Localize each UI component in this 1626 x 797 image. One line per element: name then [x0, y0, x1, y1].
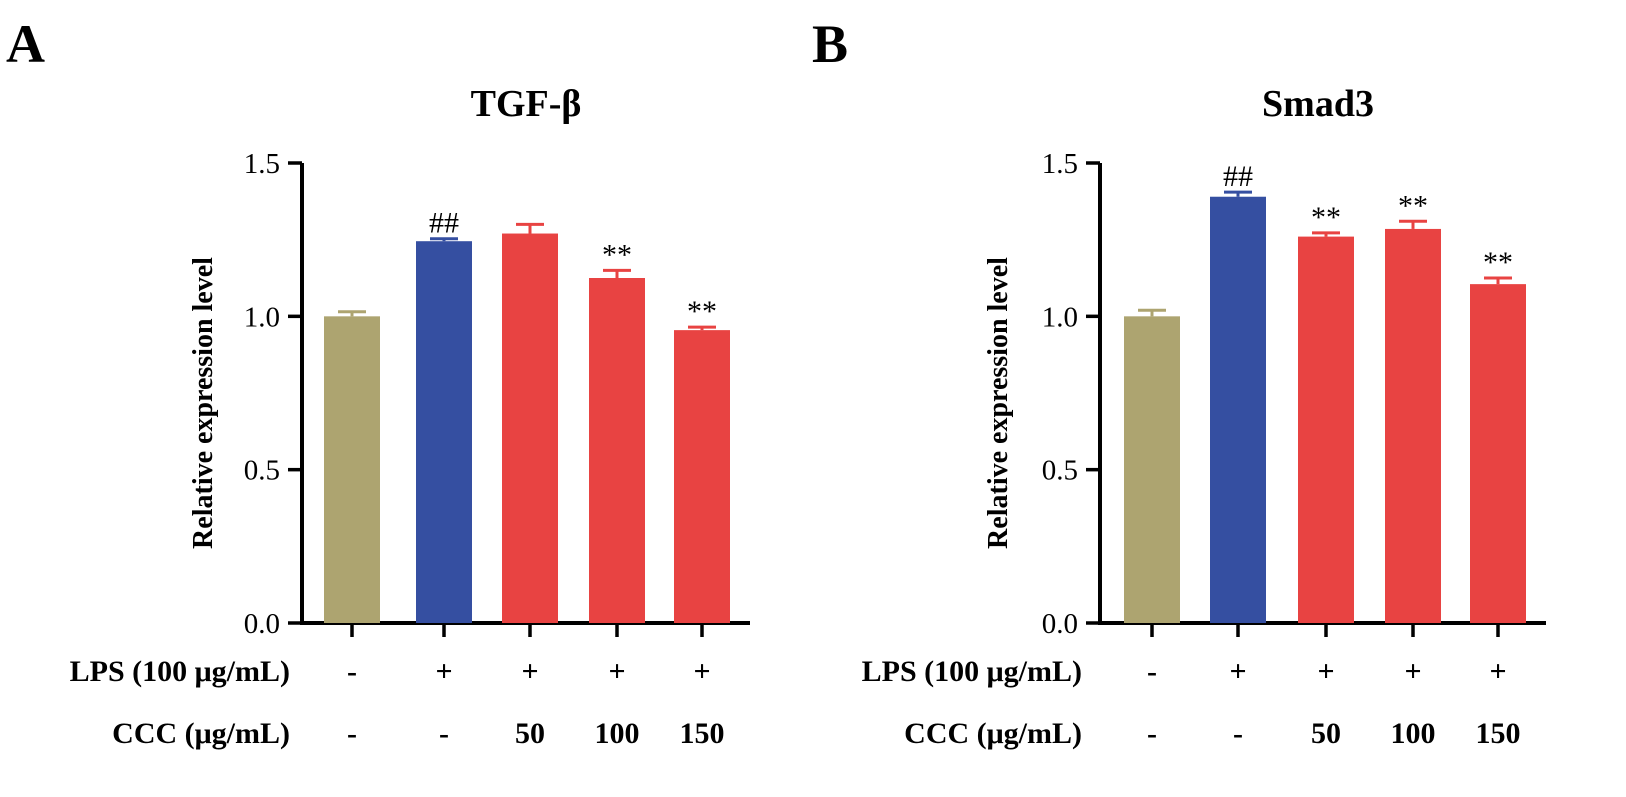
significance-label: **	[687, 295, 717, 328]
condition-value: +	[1489, 655, 1506, 688]
condition-value: 100	[595, 717, 640, 750]
bar	[416, 241, 472, 623]
y-axis-title: Relative expression level	[188, 257, 219, 549]
bar	[324, 316, 380, 623]
panel-a: A TGF-β 0.0 0.5 1.0 1.5 Relative expression …	[6, 14, 750, 750]
panel-b: B Smad3 0.0 0.5 1.0 1.5 Relative expression …	[812, 14, 1546, 750]
y-tick-label: 1.0	[1042, 301, 1078, 333]
bar	[1124, 316, 1180, 623]
condition-value: 50	[515, 717, 545, 750]
y-axis-title: Relative expression level	[983, 257, 1014, 549]
condition-value: -	[1233, 717, 1243, 750]
chart-title: TGF-β	[471, 83, 582, 125]
significance-label: **	[1398, 189, 1428, 222]
condition-value: +	[521, 655, 538, 688]
y-tick-label: 0.5	[244, 455, 280, 487]
condition-value: 150	[680, 717, 725, 750]
condition-value: 100	[1391, 717, 1436, 750]
significance-label: **	[1483, 246, 1513, 279]
condition-value: -	[439, 717, 449, 750]
significance-label: ##	[429, 207, 459, 240]
condition-value: 50	[1311, 717, 1341, 750]
chart-title: Smad3	[1262, 83, 1374, 125]
bar	[1298, 236, 1354, 623]
bar	[1385, 228, 1441, 623]
bar	[674, 330, 730, 623]
bar	[1210, 196, 1266, 623]
y-tick-label: 1.0	[244, 301, 280, 333]
condition-value: -	[347, 655, 357, 688]
bar	[502, 233, 558, 624]
condition-value: -	[1147, 717, 1157, 750]
panel-letter: B	[812, 14, 848, 74]
significance-label: ##	[1223, 160, 1253, 193]
condition-value: -	[1147, 655, 1157, 688]
condition-value: 150	[1476, 717, 1521, 750]
y-tick-label: 0.5	[1042, 455, 1078, 487]
condition-value: -	[347, 717, 357, 750]
condition-label: CCC (μg/mL)	[112, 717, 290, 750]
condition-value: +	[1229, 655, 1246, 688]
y-tick-label: 1.5	[1042, 148, 1078, 180]
condition-value: +	[608, 655, 625, 688]
condition-label: LPS (100 μg/mL)	[862, 655, 1082, 688]
y-tick-label: 0.0	[244, 608, 280, 640]
panel-letter: A	[6, 14, 45, 74]
condition-value: +	[1317, 655, 1334, 688]
condition-value: +	[693, 655, 710, 688]
significance-label: **	[1311, 201, 1341, 234]
bar	[589, 278, 645, 623]
y-tick-label: 0.0	[1042, 608, 1078, 640]
condition-value: +	[1404, 655, 1421, 688]
y-tick-label: 1.5	[244, 148, 280, 180]
significance-label: **	[602, 238, 632, 271]
condition-label: CCC (μg/mL)	[904, 717, 1082, 750]
condition-label: LPS (100 μg/mL)	[70, 655, 290, 688]
bar	[1470, 284, 1526, 623]
condition-value: +	[435, 655, 452, 688]
